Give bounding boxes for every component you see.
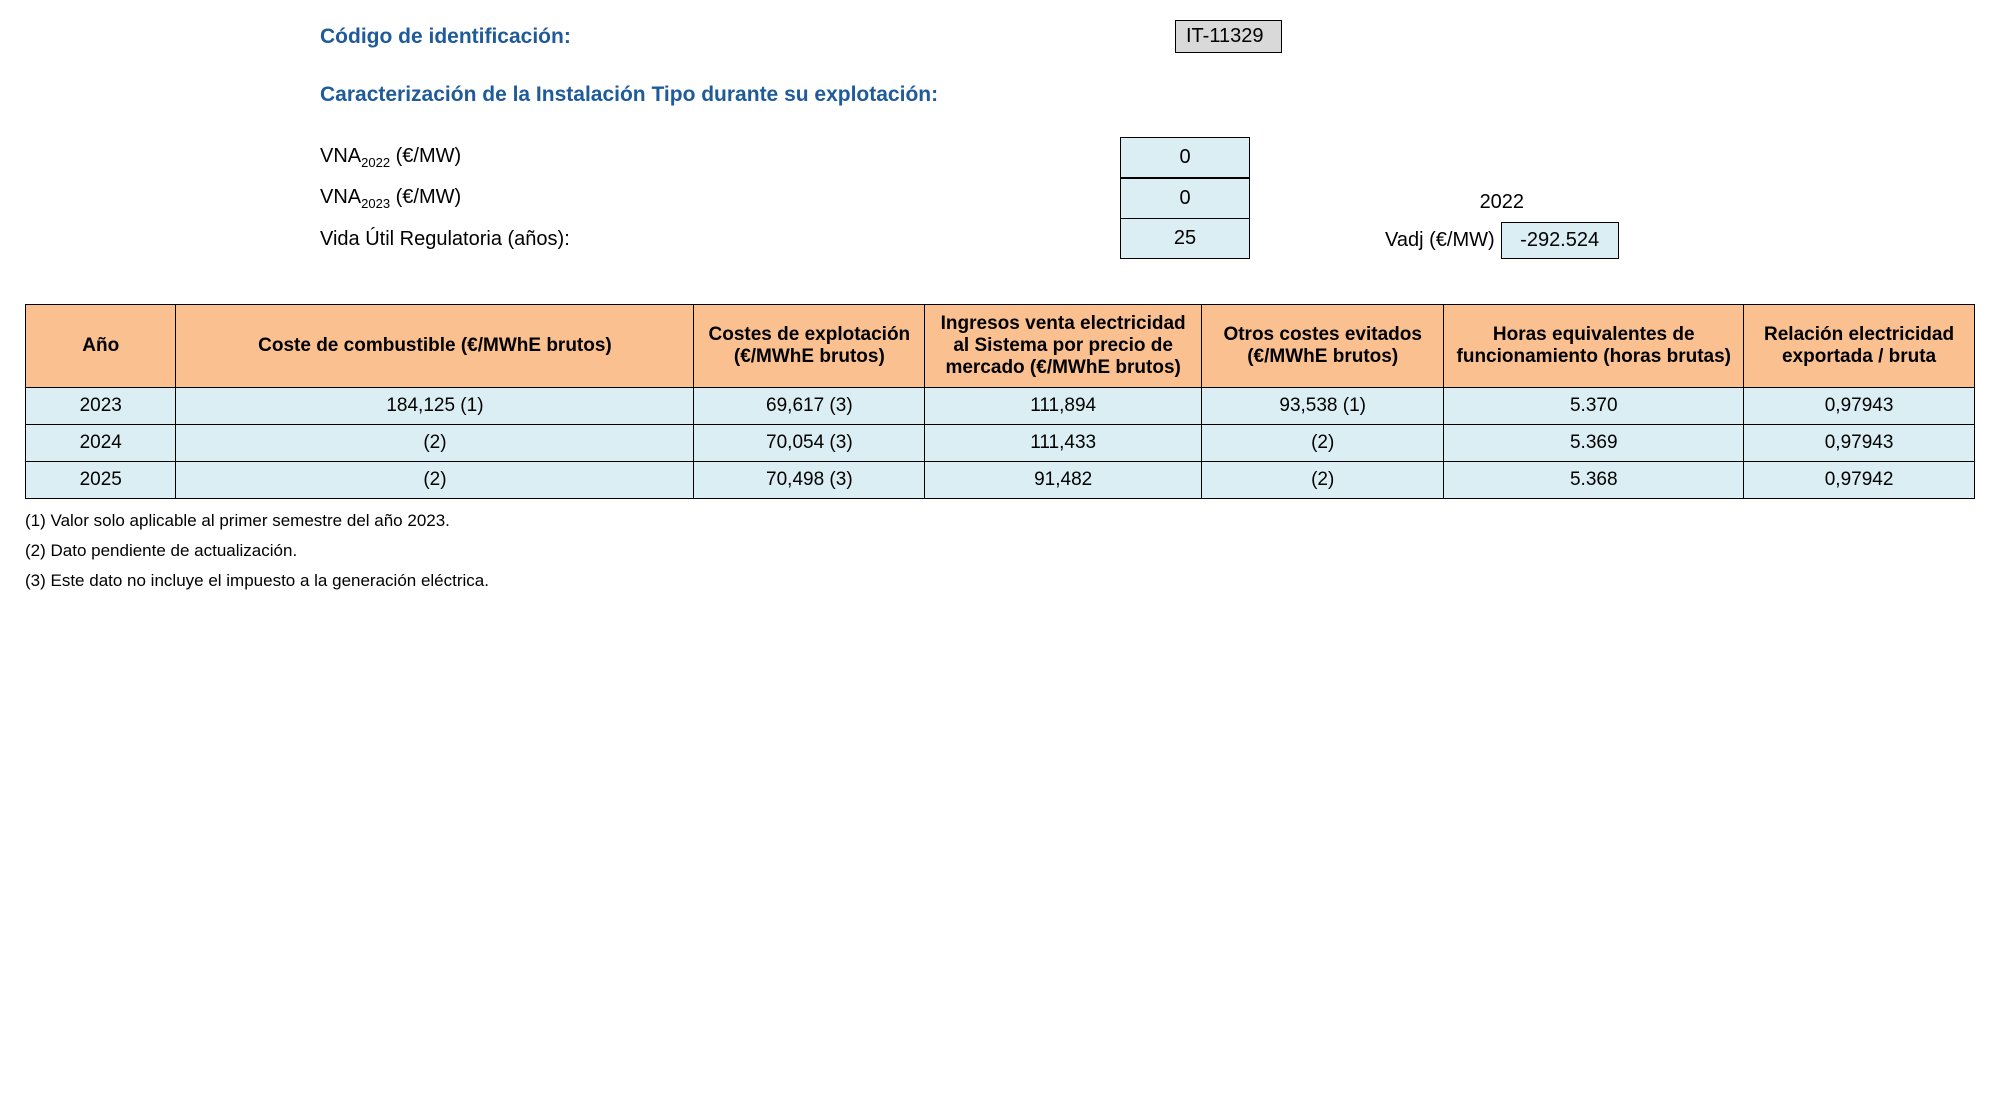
- cell-otros: (2): [1202, 462, 1444, 499]
- table-header-row: Año Coste de combustible (€/MWhE brutos)…: [26, 305, 1975, 388]
- vna2023-label: VNA2023 (€/MW): [320, 178, 1120, 219]
- footnotes: (1) Valor solo aplicable al primer semes…: [25, 511, 1975, 591]
- cell-comb: 184,125 (1): [176, 388, 694, 425]
- cell-ano: 2024: [26, 425, 176, 462]
- table-body: 2023 184,125 (1) 69,617 (3) 111,894 93,5…: [26, 388, 1975, 499]
- cell-comb: (2): [176, 462, 694, 499]
- cell-ano: 2023: [26, 388, 176, 425]
- vna2023-value: 0: [1120, 178, 1250, 219]
- cell-comb: (2): [176, 425, 694, 462]
- cell-otros: (2): [1202, 425, 1444, 462]
- cell-ing: 111,894: [925, 388, 1202, 425]
- id-value-box: IT-11329: [1175, 20, 1282, 53]
- col-ing: Ingresos venta electricidad al Sistema p…: [925, 305, 1202, 388]
- vida-row: Vida Útil Regulatoria (años): 25: [320, 219, 1250, 259]
- col-exp: Costes de explotación (€/MWhE brutos): [694, 305, 925, 388]
- vadj-year: 2022: [1480, 191, 1525, 214]
- cell-ano: 2025: [26, 462, 176, 499]
- footnote-1: (1) Valor solo aplicable al primer semes…: [25, 511, 1975, 531]
- id-label: Código de identificación:: [320, 25, 1175, 49]
- col-horas: Horas equivalentes de funcionamiento (ho…: [1444, 305, 1744, 388]
- table-row: 2023 184,125 (1) 69,617 (3) 111,894 93,5…: [26, 388, 1975, 425]
- footnote-2: (2) Dato pendiente de actualización.: [25, 541, 1975, 561]
- cell-horas: 5.369: [1444, 425, 1744, 462]
- vna2023-row: VNA2023 (€/MW) 0: [320, 178, 1250, 219]
- footnote-3: (3) Este dato no incluye el impuesto a l…: [25, 571, 1975, 591]
- cell-otros: 93,538 (1): [1202, 388, 1444, 425]
- col-rel: Relación electricidad exportada / bruta: [1744, 305, 1975, 388]
- id-row: Código de identificación: IT-11329: [320, 20, 1975, 53]
- cell-ing: 91,482: [925, 462, 1202, 499]
- vna2022-value: 0: [1120, 137, 1250, 178]
- vida-value: 25: [1120, 218, 1250, 259]
- cell-rel: 0,97943: [1744, 425, 1975, 462]
- vna2022-label: VNA2022 (€/MW): [320, 137, 1120, 178]
- cell-exp: 70,498 (3): [694, 462, 925, 499]
- vida-label: Vida Útil Regulatoria (años):: [320, 220, 1120, 259]
- vadj-value: -292.524: [1501, 222, 1619, 259]
- col-ano: Año: [26, 305, 176, 388]
- cell-exp: 69,617 (3): [694, 388, 925, 425]
- col-otros: Otros costes evitados (€/MWhE brutos): [1202, 305, 1444, 388]
- cell-exp: 70,054 (3): [694, 425, 925, 462]
- col-comb: Coste de combustible (€/MWhE brutos): [176, 305, 694, 388]
- header-block: Código de identificación: IT-11329 Carac…: [320, 20, 1975, 259]
- vna2022-row: VNA2022 (€/MW) 0: [320, 137, 1250, 178]
- cell-horas: 5.370: [1444, 388, 1744, 425]
- cell-ing: 111,433: [925, 425, 1202, 462]
- vadj-label: Vadj (€/MW): [1385, 229, 1495, 252]
- vadj-block: 2022 Vadj (€/MW) -292.524: [1385, 191, 1619, 259]
- cell-rel: 0,97943: [1744, 388, 1975, 425]
- cell-rel: 0,97942: [1744, 462, 1975, 499]
- caract-title: Caracterización de la Instalación Tipo d…: [320, 83, 1175, 107]
- data-table: Año Coste de combustible (€/MWhE brutos)…: [25, 304, 1975, 499]
- table-row: 2025 (2) 70,498 (3) 91,482 (2) 5.368 0,9…: [26, 462, 1975, 499]
- table-row: 2024 (2) 70,054 (3) 111,433 (2) 5.369 0,…: [26, 425, 1975, 462]
- cell-horas: 5.368: [1444, 462, 1744, 499]
